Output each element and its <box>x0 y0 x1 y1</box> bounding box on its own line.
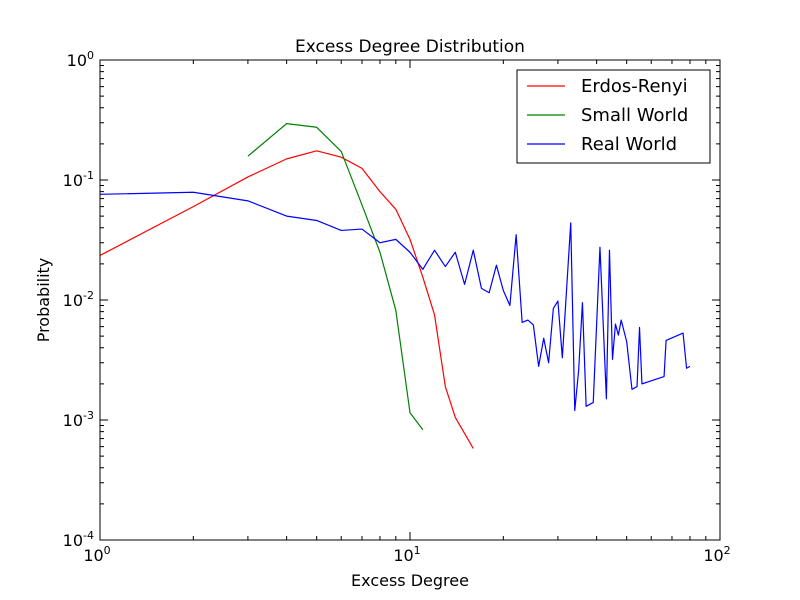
ticks <box>99 59 721 541</box>
plot-area: 100 101 102 100 10-1 10-2 10-3 10-4 <box>63 49 731 565</box>
x-tick-label: 102 <box>703 544 730 565</box>
legend-label: Real World <box>581 134 677 155</box>
legend: Erdos-Renyi Small World Real World <box>516 69 711 164</box>
chart-title: Excess Degree Distribution <box>295 37 525 57</box>
y-tick-label: 100 <box>67 49 94 70</box>
y-tick-label: 10-2 <box>63 289 94 310</box>
series-line-real-world <box>100 191 691 412</box>
x-axis-label: Excess Degree <box>351 571 469 590</box>
legend-label: Small World <box>581 105 688 126</box>
series-line-erdos-renyi <box>100 150 474 449</box>
legend-label: Erdos-Renyi <box>581 76 688 97</box>
y-tick-label: 10-4 <box>63 529 94 550</box>
y-axis-label: Probability <box>34 258 53 343</box>
y-tick-label: 10-3 <box>63 409 94 430</box>
y-tick-label: 10-1 <box>63 169 94 190</box>
series-line-small-world <box>247 123 424 431</box>
series-lines <box>100 123 691 449</box>
x-tick-label: 100 <box>83 544 110 565</box>
x-tick-label: 101 <box>393 544 420 565</box>
